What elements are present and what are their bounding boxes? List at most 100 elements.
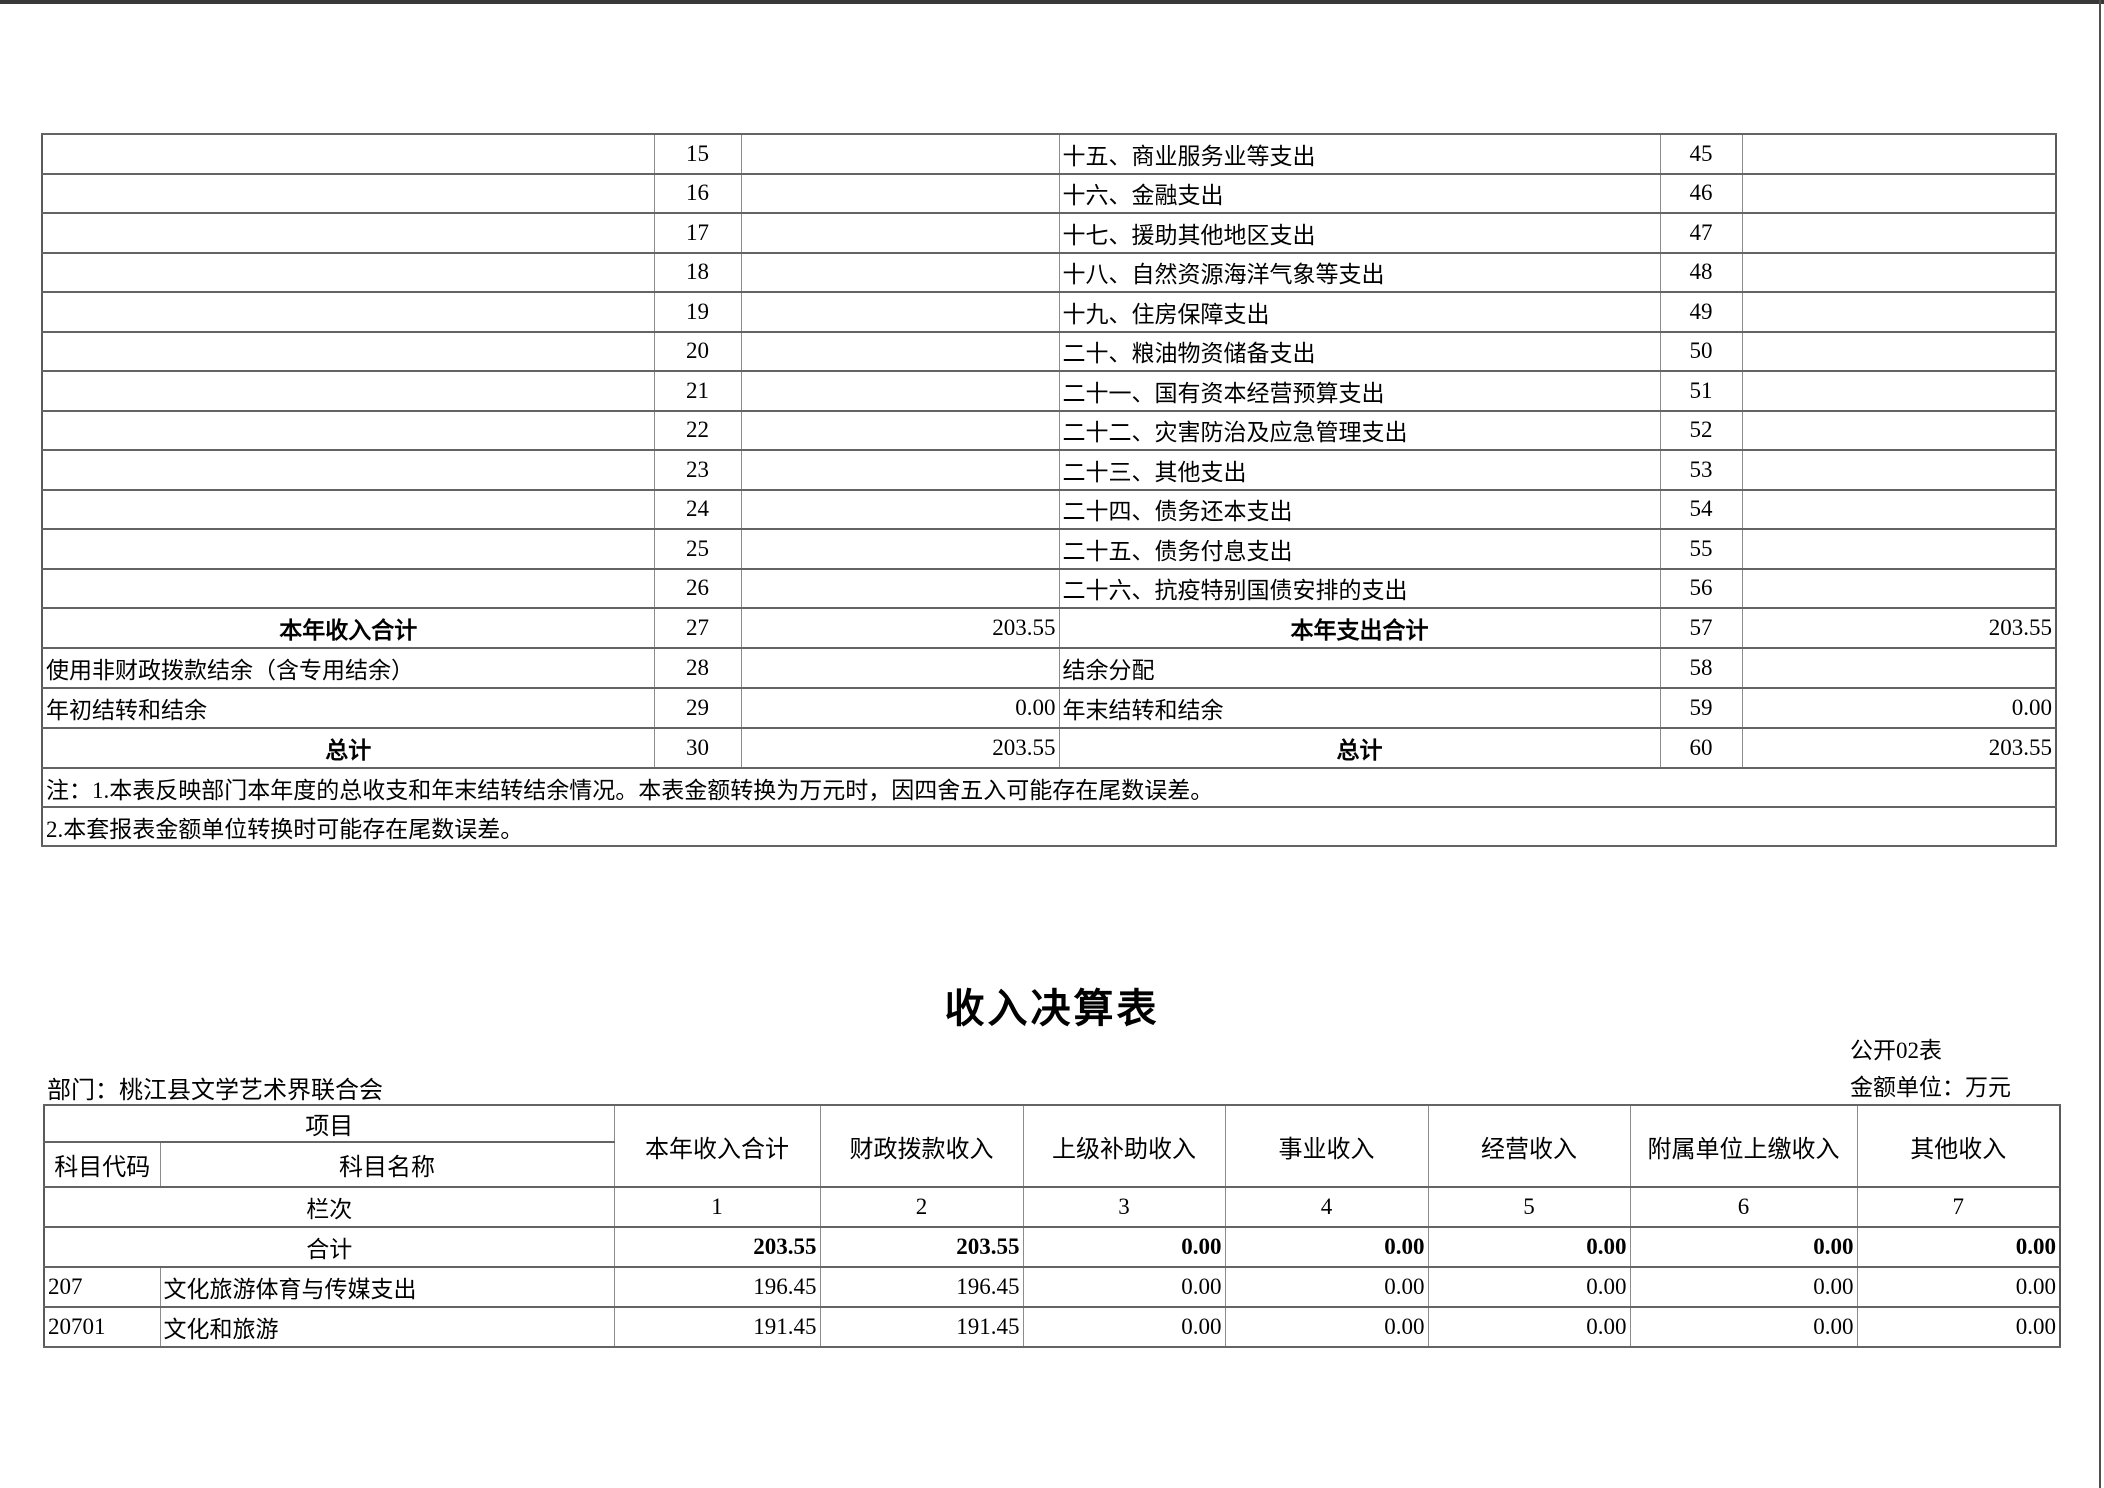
column-header-cell: 上级补助收入 (1022, 1104, 1226, 1188)
amount-cell: 0.00 (1629, 1226, 1858, 1268)
column-number-cell: 7 (1856, 1186, 2061, 1228)
amount-cell: 0.00 (1856, 1266, 2061, 1308)
table-row: 207 文化旅游体育与传媒支出 196.45 196.45 0.00 0.00 0.00 0.… (43, 1266, 2061, 1308)
row-number-cell: 48 (1659, 251, 1743, 293)
income-amount-cell (740, 488, 1060, 530)
income-table-body: 项目 本年收入合计 财政拨款收入 上级补助收入 事业收入 经营收入 附属单位上缴收入 其他收… (43, 1104, 2061, 1348)
row-number-cell: 15 (653, 133, 742, 175)
expense-amount-cell (1741, 488, 2057, 530)
row-number-cell: 45 (1659, 133, 1743, 175)
income-amount-cell: 203.55 (740, 727, 1060, 769)
expense-item-cell: 二十四、债务还本支出 (1058, 488, 1661, 530)
row-number-cell: 57 (1659, 607, 1743, 649)
row-number-cell: 29 (653, 687, 742, 729)
expense-amount-cell (1741, 133, 2057, 175)
row-number-cell: 26 (653, 567, 742, 609)
expense-amount-cell (1741, 647, 2057, 689)
row-number-cell: 51 (1659, 370, 1743, 412)
row-number-cell: 60 (1659, 727, 1743, 769)
amount-unit-label: 金额单位：万元 (1850, 1075, 2011, 1100)
income-item-cell (41, 370, 655, 412)
row-number-cell: 22 (653, 409, 742, 451)
summary-label-cell: 年初结转和结余 (41, 687, 655, 729)
table-row: 22 二十二、灾害防治及应急管理支出 52 (41, 409, 2057, 451)
row-number-cell: 19 (653, 291, 742, 333)
row-number-cell: 58 (1659, 647, 1743, 689)
income-amount-cell (740, 449, 1060, 491)
row-number-cell: 27 (653, 607, 742, 649)
expense-item-cell: 十八、自然资源海洋气象等支出 (1058, 251, 1661, 293)
income-amount-cell (740, 409, 1060, 451)
row-number-cell: 49 (1659, 291, 1743, 333)
income-amount-cell (740, 172, 1060, 214)
column-header-cell: 经营收入 (1427, 1104, 1631, 1188)
expense-item-cell: 二十一、国有资本经营预算支出 (1058, 370, 1661, 412)
column-number-cell: 5 (1427, 1186, 1631, 1228)
income-amount-cell (740, 370, 1060, 412)
income-amount-cell (740, 528, 1060, 570)
summary-label-cell: 本年支出合计 (1058, 607, 1661, 649)
amount-cell: 0.00 (1224, 1266, 1429, 1308)
row-number-cell: 18 (653, 251, 742, 293)
code-header-cell: 科目代码 (43, 1141, 161, 1188)
column-number-cell: 1 (613, 1186, 821, 1228)
note-row: 2.本套报表金额单位转换时可能存在尾数误差。 (41, 806, 2057, 847)
income-amount-cell: 203.55 (740, 607, 1060, 649)
table-row: 合计 203.55 203.55 0.00 0.00 0.00 0.00 0.00 (43, 1226, 2061, 1268)
expense-amount-cell (1741, 330, 2057, 372)
amount-cell: 0.00 (1022, 1266, 1226, 1308)
expense-item-cell: 十五、商业服务业等支出 (1058, 133, 1661, 175)
table-row: 24 二十四、债务还本支出 54 (41, 488, 2057, 530)
expense-amount-cell (1741, 567, 2057, 609)
amount-cell: 0.00 (1427, 1306, 1631, 1348)
row-number-cell: 21 (653, 370, 742, 412)
table-row: 16 十六、金融支出 46 (41, 172, 2057, 214)
expense-amount-cell (1741, 291, 2057, 333)
income-amount-cell (740, 291, 1060, 333)
expense-amount-cell (1741, 172, 2057, 214)
summary-label-cell: 年末结转和结余 (1058, 687, 1661, 729)
subject-name-cell: 文化旅游体育与传媒支出 (159, 1266, 615, 1308)
expense-item-cell: 二十二、灾害防治及应急管理支出 (1058, 409, 1661, 451)
expense-item-cell: 二十三、其他支出 (1058, 449, 1661, 491)
expense-item-cell: 十七、援助其他地区支出 (1058, 212, 1661, 254)
column-number-cell: 3 (1022, 1186, 1226, 1228)
table-row: 年初结转和结余 29 0.00 年末结转和结余 59 0.00 (41, 687, 2057, 729)
table-row: 23 二十三、其他支出 53 (41, 449, 2057, 491)
expense-amount-cell (1741, 528, 2057, 570)
row-number-cell: 23 (653, 449, 742, 491)
balance-summary-table: 15 十五、商业服务业等支出 45 16 十六、金融支出 46 17 十七、援助其他地区支出 4… (41, 133, 2057, 847)
subject-code-cell: 207 (43, 1266, 161, 1308)
table-row: 19 十九、住房保障支出 49 (41, 291, 2057, 333)
column-header-cell: 本年收入合计 (613, 1104, 821, 1188)
expense-amount-cell: 203.55 (1741, 607, 2057, 649)
income-table: 项目 本年收入合计 财政拨款收入 上级补助收入 事业收入 经营收入 附属单位上缴收入 其他收… (43, 1104, 2061, 1348)
column-header-cell: 财政拨款收入 (819, 1104, 1024, 1188)
income-item-cell (41, 133, 655, 175)
income-item-cell (41, 291, 655, 333)
income-header-row-a: 项目 本年收入合计 财政拨款收入 上级补助收入 事业收入 经营收入 附属单位上缴收入 其他收… (43, 1104, 2061, 1188)
expense-amount-cell: 0.00 (1741, 687, 2057, 729)
expense-item-cell: 十九、住房保障支出 (1058, 291, 1661, 333)
summary-label-cell: 本年收入合计 (41, 607, 655, 649)
table-row: 本年收入合计 27 203.55 本年支出合计 57 203.55 (41, 607, 2057, 649)
page-title: 收入决算表 (944, 986, 1160, 1031)
summary-label-cell: 总计 (41, 727, 655, 769)
table-row: 26 二十六、抗疫特别国债安排的支出 56 (41, 567, 2057, 609)
form-number: 公开02表 (1850, 1038, 1942, 1063)
income-amount-cell (740, 251, 1060, 293)
amount-cell: 191.45 (819, 1306, 1024, 1348)
table-row: 25 二十五、债务付息支出 55 (41, 528, 2057, 570)
row-number-cell: 16 (653, 172, 742, 214)
table-row: 21 二十一、国有资本经营预算支出 51 (41, 370, 2057, 412)
department-label: 部门：桃江县文学艺术界联合会 (47, 1078, 383, 1104)
table-row: 总计 30 203.55 总计 60 203.55 (41, 727, 2057, 769)
amount-cell: 0.00 (1022, 1226, 1226, 1268)
window-right-edge (2099, 0, 2101, 1488)
row-number-cell: 50 (1659, 330, 1743, 372)
note-row: 注：1.本表反映部门本年度的总收支和年末结转结余情况。本表金额转换为万元时，因四… (41, 767, 2057, 808)
expense-item-cell: 十六、金融支出 (1058, 172, 1661, 214)
income-item-cell (41, 449, 655, 491)
amount-cell: 196.45 (613, 1266, 821, 1308)
